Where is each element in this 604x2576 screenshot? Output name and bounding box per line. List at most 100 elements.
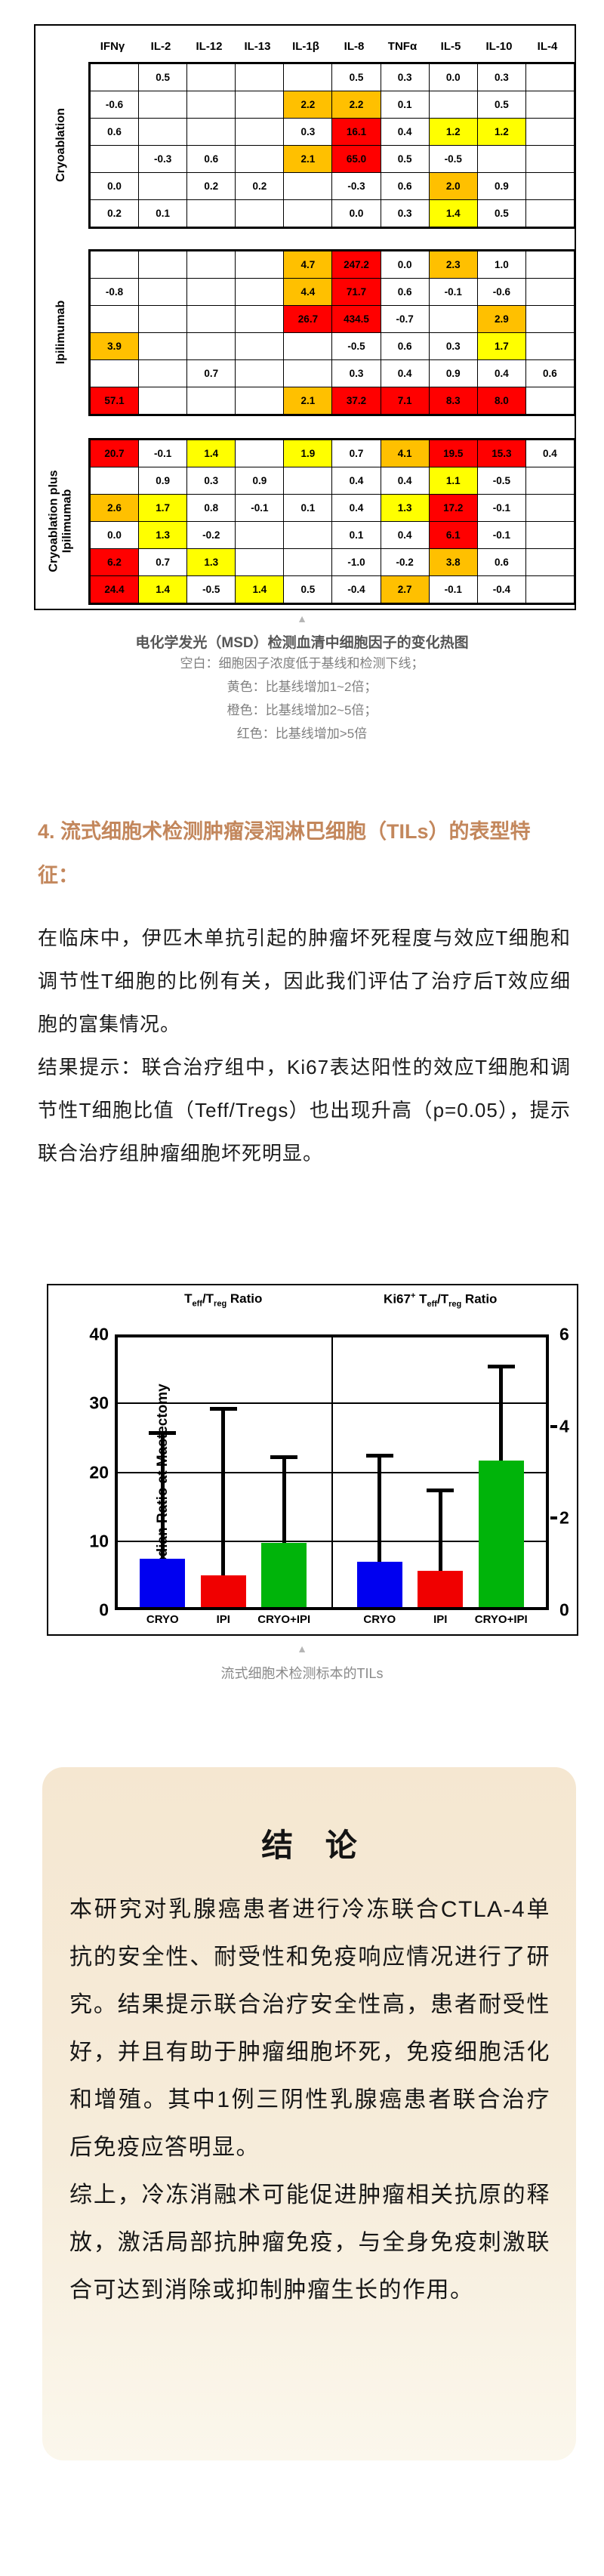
heatmap-cell: 0.6 (381, 173, 429, 199)
heatmap-cell (284, 200, 332, 227)
heatmap-cell: 0.6 (477, 549, 525, 575)
heatmap-cell (284, 173, 332, 199)
heatmap-cell: 0.4 (332, 495, 381, 521)
error-bar-cap (365, 1454, 393, 1458)
heatmap-cell (139, 251, 187, 278)
heatmap-cell: 8.3 (429, 387, 477, 414)
column-header-IL-12: IL-12 (196, 39, 223, 53)
heatmap-cell (139, 360, 187, 387)
heatmap-cell: 0.0 (381, 251, 429, 278)
group-label-cryoablation: Cryoablation (54, 108, 68, 182)
heatmap-cell (187, 387, 236, 414)
heatmap-cell: 2.2 (332, 91, 381, 118)
heatmap-cell: 3.9 (91, 333, 139, 359)
section-4: 4. 流式细胞术检测肿瘤浸润淋巴细胞（TILs）的表型特征： 在临床中，伊匹木单… (38, 810, 571, 1175)
heatmap-cell: -0.4 (332, 576, 381, 603)
heatmap-cell (139, 387, 187, 414)
heatmap-cell: 0.8 (187, 495, 236, 521)
heatmap-cell (139, 306, 187, 332)
heatmap-cell: 2.3 (429, 251, 477, 278)
plot-frame (115, 1334, 549, 1610)
heatmap-cell: 0.1 (381, 91, 429, 118)
heatmap-cell: 0.3 (381, 64, 429, 91)
heatmap-cell: 1.2 (429, 119, 477, 145)
heatmap-cell: 0.3 (284, 119, 332, 145)
bar-ki67-CRYO+IPI (478, 1461, 524, 1610)
heatmap-cell: 0.6 (381, 279, 429, 305)
heatmap-cell: 16.1 (332, 119, 381, 145)
heatmap-cell: 2.0 (429, 173, 477, 199)
heatmap-cell (236, 360, 284, 387)
heatmap-cell (525, 173, 574, 199)
heatmap-cell (187, 91, 236, 118)
heatmap-cell: 4.7 (284, 251, 332, 278)
heatmap-caption-legend: 空白：细胞因子浓度低于基线和检测下线； 黄色：比基线增加1~2倍； 橙色：比基线增加… (0, 652, 604, 745)
heatmap-cell (139, 119, 187, 145)
heatmap-cell (187, 119, 236, 145)
panel-title-ki67-teff-treg: Ki67+ Teff/Treg Ratio (384, 1291, 498, 1310)
x-category-label-CRYO+IPI: CRYO+IPI (474, 1613, 528, 1626)
heatmap-cell: -0.1 (429, 576, 477, 603)
heatmap-cell: -0.1 (429, 279, 477, 305)
heatmap-cell (187, 200, 236, 227)
left-axis-tick-10: 10 (89, 1531, 109, 1551)
heatmap-cell: 1.7 (139, 495, 187, 521)
heatmap-cell (525, 91, 574, 118)
heatmap-cell: 2.7 (381, 576, 429, 603)
heatmap-cell (187, 279, 236, 305)
heatmap-cell: 0.3 (477, 64, 525, 91)
heatmap-cell (91, 251, 139, 278)
heatmap-cell: 1.4 (187, 440, 236, 467)
heatmap-cell: 0.0 (91, 173, 139, 199)
heatmap-cell: 0.3 (381, 200, 429, 227)
caption-triangle-icon: ▲ (297, 612, 307, 625)
heatmap-cell (284, 333, 332, 359)
error-bar (499, 1364, 504, 1461)
heatmap-cell: 434.5 (332, 306, 381, 332)
conclusion-body: 本研究对乳腺癌患者进行冷冻联合CTLA-4单抗的安全性、耐受性和免疫响应情况进行… (69, 1886, 550, 2314)
heatmap-cell: 0.5 (332, 64, 381, 91)
conclusion-paragraph: 综上，冷冻消融术可能促进肿瘤相关抗原的释放，激活局部抗肿瘤免疫，与全身免疫刺激联… (69, 2183, 550, 2303)
heatmap-grid-ipilimumab: 4.7 247.2 0.0 2.3 1.0 -0.8 4.4 71.7 0.6 -0.1 -0.6 2… (88, 249, 576, 416)
column-header-TNFα: TNFα (387, 39, 418, 53)
heatmap-cell: -0.2 (381, 549, 429, 575)
heatmap-cell: 0.5 (477, 91, 525, 118)
error-bar (282, 1455, 286, 1544)
x-category-label-IPI: IPI (433, 1613, 448, 1626)
heatmap-cell (236, 200, 284, 227)
heatmap-cell: 1.4 (429, 200, 477, 227)
heatmap-cell: 2.2 (284, 91, 332, 118)
heatmap-cell: -0.5 (429, 146, 477, 172)
heatmap-cell (284, 360, 332, 387)
heatmap-cell (236, 522, 284, 548)
heatmap-cell (525, 467, 574, 494)
x-category-label-CRYO: CRYO (146, 1613, 179, 1626)
heatmap-cell: 24.4 (91, 576, 139, 603)
left-axis-tick-40: 40 (89, 1324, 109, 1344)
heatmap-cell (525, 306, 574, 332)
section-4-heading: 4. 流式细胞术检测肿瘤浸润淋巴细胞（TILs）的表型特征： (38, 820, 531, 887)
heatmap-cell: 1.2 (477, 119, 525, 145)
heatmap-cell: 0.2 (187, 173, 236, 199)
error-bar (160, 1430, 165, 1559)
heatmap-cell: 1.9 (284, 440, 332, 467)
heatmap-cell: 1.1 (429, 467, 477, 494)
heatmap-cell: 1.7 (477, 333, 525, 359)
heatmap-cell (284, 467, 332, 494)
heatmap-cell: 4.1 (381, 440, 429, 467)
heatmap-cell: 0.4 (381, 467, 429, 494)
heatmap-cell: -0.6 (477, 279, 525, 305)
heatmap-cell (477, 146, 525, 172)
heatmap-cell: 71.7 (332, 279, 381, 305)
x-category-label-CRYO+IPI: CRYO+IPI (257, 1613, 311, 1626)
heatmap-cell: 0.4 (381, 119, 429, 145)
heatmap-cell: 6.1 (429, 522, 477, 548)
heatmap-cell (91, 64, 139, 91)
heatmap-cell: 0.6 (525, 360, 574, 387)
heatmap-column-headers: IFNγ IL-2 IL-12 IL-13 IL-1β IL-8 TNFα IL-5 IL-10… (88, 33, 572, 59)
heatmap-cell: 0.0 (332, 200, 381, 227)
heatmap-caption-line: 空白：细胞因子浓度低于基线和检测下线； (180, 656, 424, 671)
heatmap-cell: 7.1 (381, 387, 429, 414)
column-header-IL-8: IL-8 (344, 39, 365, 53)
